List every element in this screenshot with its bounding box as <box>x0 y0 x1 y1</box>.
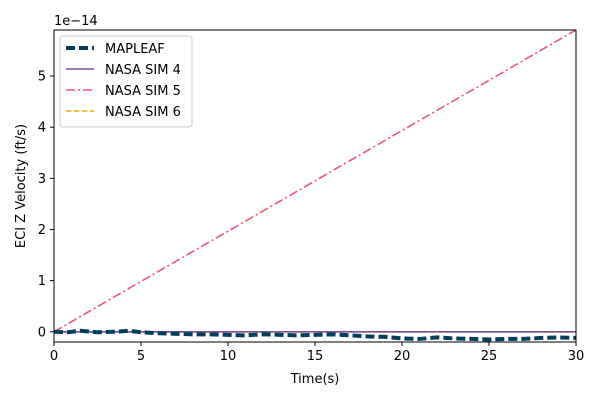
y-axis-label: ECI Z Velocity (ft/s) <box>14 124 29 248</box>
y-axis-ticks: 0 1 2 3 4 5 <box>38 70 54 340</box>
y-tick-label: 1 <box>38 274 46 289</box>
x-axis-label: Time(s) <box>290 372 340 387</box>
x-tick-label: 25 <box>481 349 498 364</box>
y-tick-label: 0 <box>38 325 46 340</box>
legend-label-4: NASA SIM 6 <box>105 105 181 120</box>
x-tick-label: 15 <box>307 349 324 364</box>
series-line-1 <box>53 328 577 342</box>
legend: MAPLEAF NASA SIM 4 NASA SIM 5 NASA SIM 6 <box>59 35 193 128</box>
y-offset-text: 1e−14 <box>54 14 98 29</box>
y-tick-label: 2 <box>38 223 46 238</box>
legend-label-3: NASA SIM 5 <box>105 84 181 99</box>
plot-series <box>53 29 577 342</box>
series-line-3 <box>53 29 577 333</box>
x-tick-label: 5 <box>137 349 145 364</box>
legend-label-1: MAPLEAF <box>105 42 165 57</box>
x-tick-label: 0 <box>50 349 58 364</box>
y-tick-label: 5 <box>38 70 46 85</box>
x-tick-label: 30 <box>568 349 585 364</box>
y-tick-label: 4 <box>38 121 46 136</box>
x-axis-ticks: 0 5 10 15 20 25 30 <box>50 342 584 364</box>
x-tick-label: 10 <box>220 349 237 364</box>
legend-label-2: NASA SIM 4 <box>105 63 181 78</box>
plot-frame <box>53 29 577 343</box>
legend-box <box>59 35 193 128</box>
y-tick-label: 3 <box>38 172 46 187</box>
x-tick-label: 20 <box>394 349 411 364</box>
